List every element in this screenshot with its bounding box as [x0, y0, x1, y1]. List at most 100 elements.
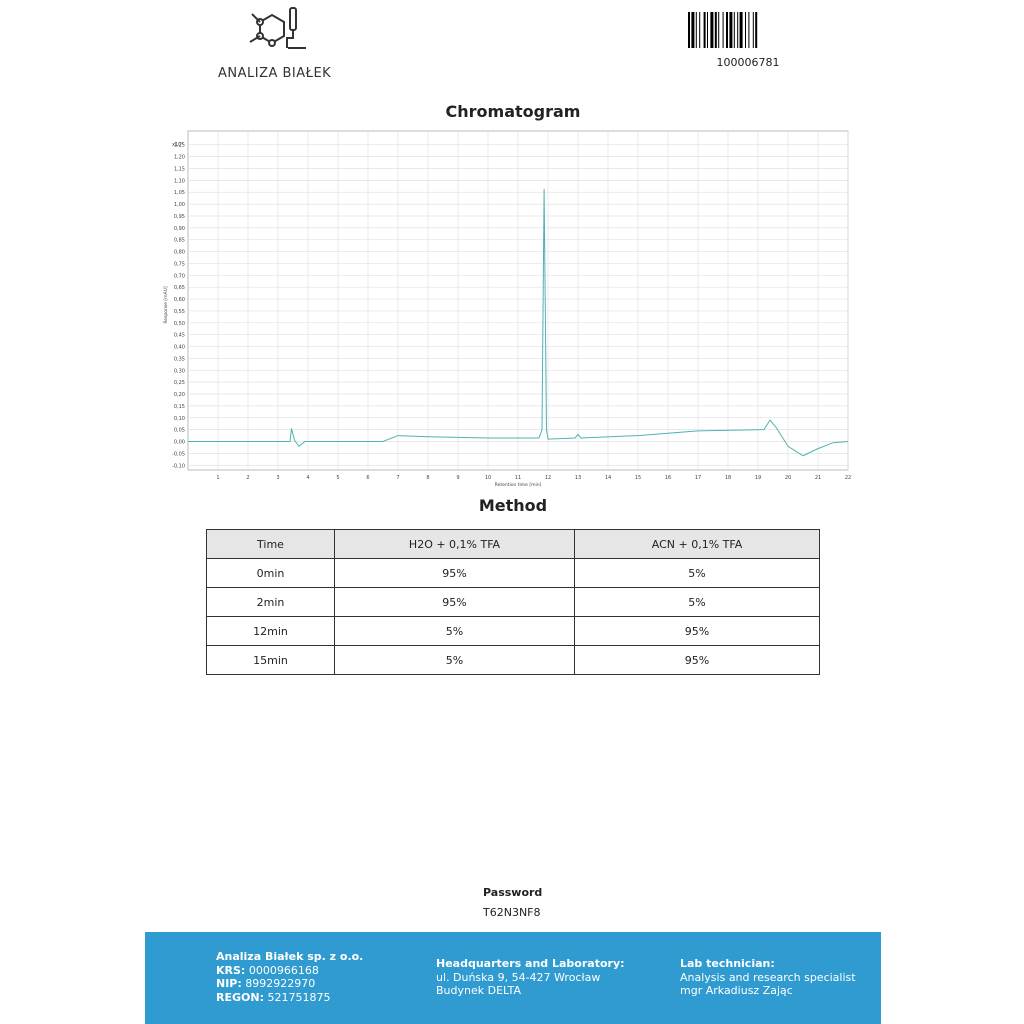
x-tick-label: 7	[396, 475, 399, 481]
table-cell: 95%	[334, 558, 575, 588]
hq-title: Headquarters and Laboratory:	[436, 957, 625, 970]
barcode-bar	[688, 12, 690, 48]
barcode-bar	[710, 12, 714, 48]
barcode-bar	[722, 12, 724, 48]
y-tick-label: -0,10	[172, 463, 185, 469]
y-tick-label: 0,95	[174, 214, 185, 220]
x-tick-label: 1	[216, 475, 219, 481]
y-tick-label: 0,75	[174, 261, 185, 267]
table-cell: 95%	[334, 587, 575, 617]
table-header-row: Time H2O + 0,1% TFA ACN + 0,1% TFA	[206, 529, 820, 559]
x-tick-label: 18	[725, 475, 731, 481]
table-row: 15min 5% 95%	[206, 645, 820, 675]
x-tick-label: 20	[785, 475, 791, 481]
table-cell: 12min	[206, 616, 335, 646]
field-label: NIP:	[216, 977, 242, 990]
table-cell: 15min	[206, 645, 335, 675]
y-tick-label: 1,25	[174, 143, 185, 149]
method-table: Time H2O + 0,1% TFA ACN + 0,1% TFA 0min 95% 5…	[206, 529, 820, 675]
x-tick-label: 19	[755, 475, 761, 481]
table-cell: 95%	[574, 645, 820, 675]
y-tick-label: 0,05	[174, 428, 185, 434]
company-field: NIP: 8992922970	[216, 977, 363, 991]
table-cell: 5%	[334, 616, 575, 646]
field-value: 0000966168	[248, 963, 319, 977]
x-tick-label: 9	[456, 475, 459, 481]
y-tick-label: 0,40	[174, 345, 185, 351]
x-tick-label: 13	[575, 475, 581, 481]
barcode-bar	[695, 12, 697, 48]
x-tick-label: 14	[605, 475, 611, 481]
signal-line	[188, 188, 849, 457]
x-tick-label: 5	[336, 475, 339, 481]
barcode-bar	[755, 12, 758, 48]
x-tick-label: 11	[515, 475, 521, 481]
barcode-bar	[748, 12, 750, 48]
barcode-bar	[707, 12, 708, 48]
y-tick-label: 0,45	[174, 333, 185, 339]
lab-line: Analysis and research specialist	[680, 970, 856, 984]
x-tick-label: 17	[695, 475, 701, 481]
y-tick-label: 0,85	[174, 238, 185, 244]
multiplier: x10³	[172, 142, 183, 148]
barcode-bar	[699, 12, 701, 48]
x-tick-label: 22	[845, 475, 851, 481]
field-label: KRS:	[216, 963, 246, 977]
lab-line: mgr Arkadiusz Zając	[680, 984, 793, 997]
barcode-bar	[739, 12, 743, 48]
y-tick-label: 1,20	[174, 155, 185, 161]
method-title: Method	[478, 496, 548, 515]
chart-title: Chromatogram	[445, 102, 581, 121]
y-tick-label: 1,10	[174, 178, 185, 184]
table-cell: 5%	[574, 587, 820, 617]
y-tick-label: 0,50	[174, 321, 185, 327]
x-axis-label: Retention time [min]	[495, 482, 542, 488]
y-axis-label: Response [mAU]	[163, 286, 169, 324]
password-label: Password	[483, 886, 543, 899]
y-tick-label: 0,65	[174, 285, 185, 291]
y-tick-label: 1,05	[174, 190, 185, 196]
logo	[249, 7, 306, 49]
x-tick-label: 8	[426, 475, 429, 481]
x-tick-label: 12	[545, 475, 551, 481]
y-tick-label: 0,80	[174, 250, 185, 256]
x-tick-label: 16	[665, 475, 671, 481]
header-cell: Time	[206, 529, 335, 559]
y-tick-label: 0,60	[174, 297, 185, 303]
table-cell: 95%	[574, 616, 820, 646]
y-tick-label: 1,15	[174, 166, 185, 172]
table-row: 0min 95% 5%	[206, 558, 820, 588]
barcode-bar	[714, 12, 717, 48]
hq-line: ul. Duńska 9, 54-427 Wrocław	[436, 970, 601, 984]
barcode-bar	[752, 12, 754, 48]
header-cell: H2O + 0,1% TFA	[334, 529, 575, 559]
field-value: 8992922970	[245, 977, 316, 990]
company-field: KRS: 0000966168	[216, 964, 363, 978]
y-tick-label: 0,00	[174, 440, 185, 446]
footer-hq: Headquarters and Laboratory: ul. Duńska …	[436, 957, 625, 998]
y-tick-label: 0,25	[174, 380, 185, 386]
password-value: T62N3NF8	[483, 906, 541, 919]
y-tick-label: 0,90	[174, 226, 185, 232]
y-tick-label: 0,55	[174, 309, 185, 315]
y-tick-label: 0,15	[174, 404, 185, 410]
y-tick-label: 1,00	[174, 202, 185, 208]
x-tick-label: 4	[306, 475, 309, 481]
table-row: 12min 5% 95%	[206, 616, 820, 646]
table-row: 2min 95% 5%	[206, 587, 820, 617]
y-tick-label: 0,20	[174, 392, 185, 398]
field-value: 521751875	[267, 990, 331, 1004]
barcode	[688, 12, 758, 48]
table-cell: 5%	[574, 558, 820, 588]
y-tick-label: 0,70	[174, 273, 185, 279]
footer: Analiza Białek sp. z o.o. KRS: 000096616…	[145, 932, 881, 1024]
footer-company: Analiza Białek sp. z o.o. KRS: 000096616…	[216, 950, 363, 1004]
chart: -0,10 -0,05 0,00 0,05 0,10 0,15 0,20 0,25 0,30 0,…	[163, 130, 851, 488]
company-field: REGON: 521751875	[216, 991, 363, 1005]
x-tick-label: 3	[276, 475, 279, 481]
x-tick-label: 10	[485, 475, 491, 481]
company-name: Analiza Białek sp. z o.o.	[216, 950, 364, 963]
barcode-bar	[703, 12, 706, 48]
y-tick-label: 0,10	[174, 416, 185, 422]
